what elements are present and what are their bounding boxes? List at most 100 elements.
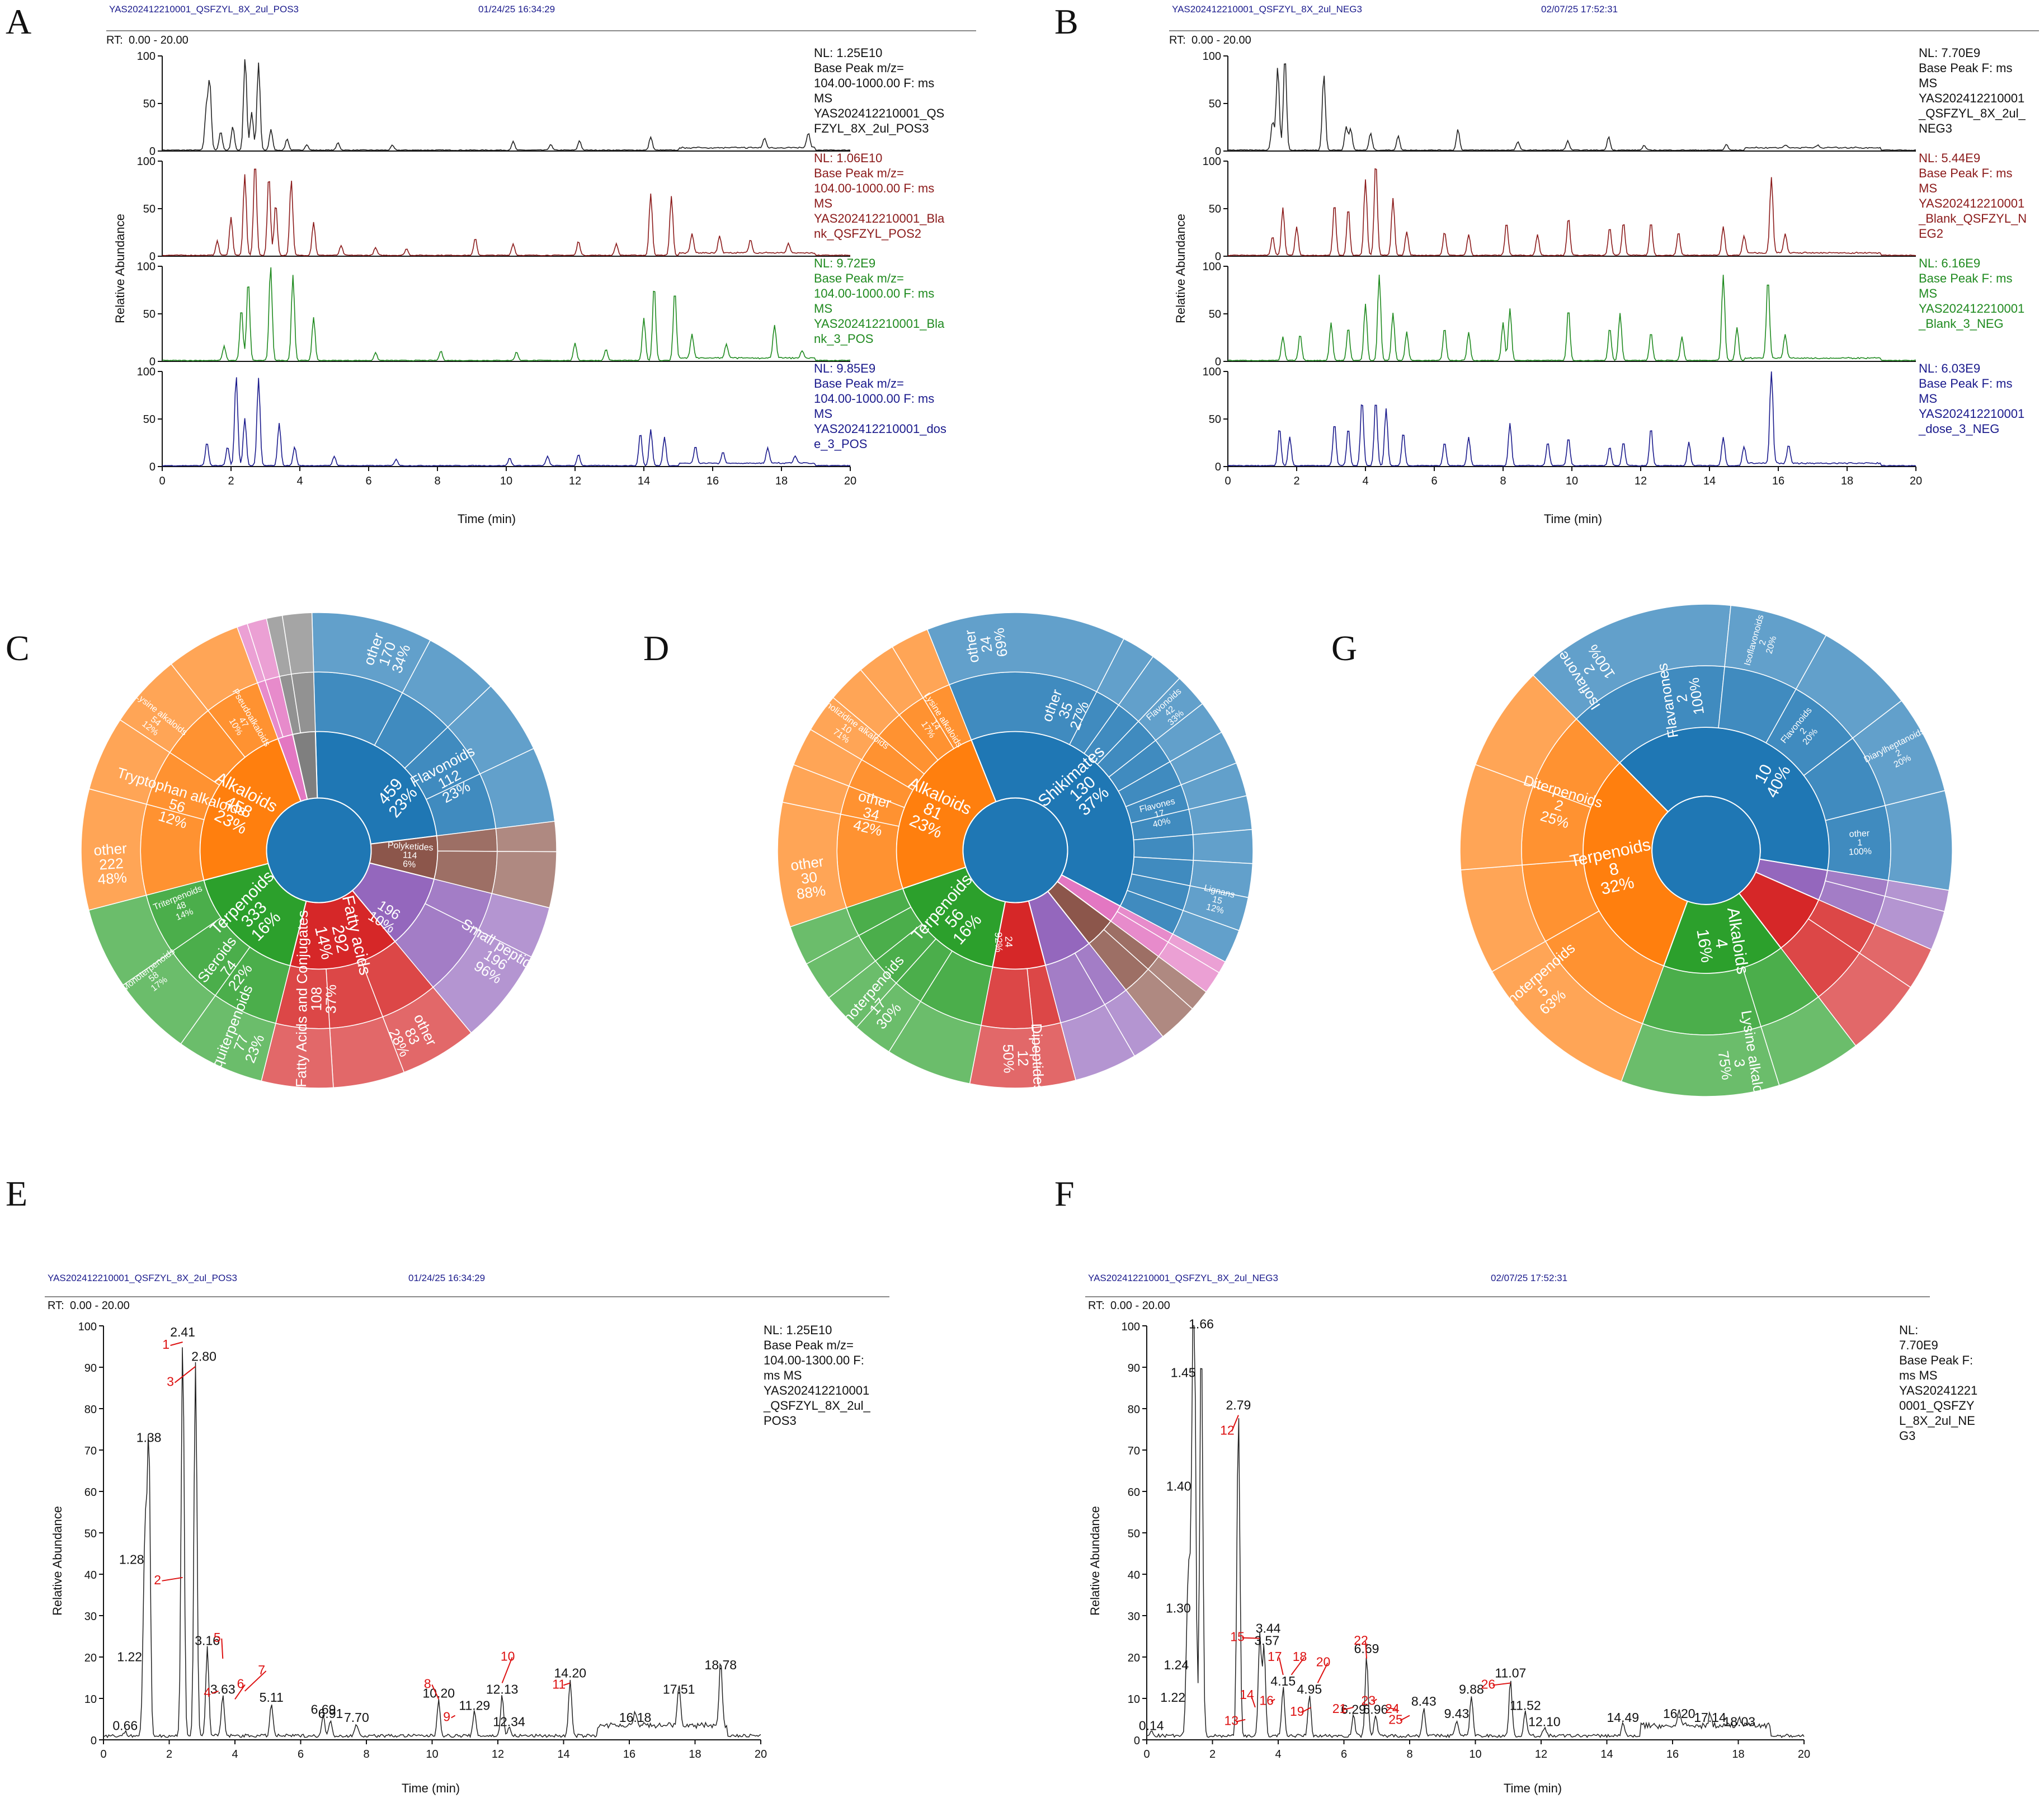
- trace-info-line: YAS202412210001: [1919, 196, 2024, 210]
- y-tick-label: 30: [84, 1611, 97, 1623]
- trace-info-line: MS: [1919, 181, 1937, 195]
- x-tick-label: 6: [1431, 475, 1437, 487]
- y-tick-label: 0: [1134, 1735, 1140, 1747]
- y-tick-label: 50: [1209, 203, 1221, 215]
- info-line: ms MS: [1899, 1368, 1937, 1382]
- info-line: 104.00-1300.00 F:: [764, 1353, 864, 1367]
- x-tick-label: 8: [434, 475, 440, 487]
- y-tick-label: 70: [1128, 1445, 1140, 1457]
- peak-rt-label: 0.66: [112, 1719, 138, 1733]
- sunburst-outer-label: other22248%: [93, 840, 129, 888]
- y-tick-label: 50: [1128, 1528, 1140, 1540]
- peak-rt-label: 7.70: [344, 1710, 369, 1725]
- y-tick-label: 100: [137, 156, 156, 168]
- peak-rt-label: 17.14: [1694, 1710, 1726, 1725]
- y-tick-label: 10: [1128, 1693, 1140, 1706]
- peak-rt-label: 18.78: [705, 1658, 737, 1672]
- panel-letter-e: E: [6, 1174, 27, 1213]
- panel-letter-d: D: [643, 628, 669, 668]
- peak-leader-line: [1365, 1641, 1368, 1659]
- peak-rt-label: 4.15: [1270, 1674, 1296, 1688]
- peak-rt-label: 16.20: [1663, 1706, 1696, 1721]
- panel-f-rt-value: 0.00 - 20.00: [1110, 1300, 1170, 1312]
- trace-info-line: NEG3: [1919, 121, 1952, 135]
- peak-rt-label: 1.30: [1166, 1601, 1191, 1615]
- y-tick-label: 60: [1128, 1486, 1140, 1499]
- trace-info-line: MS: [814, 196, 832, 210]
- info-line: Base Peak F:: [1899, 1353, 1973, 1367]
- panel-letter-g: G: [1331, 628, 1357, 668]
- y-tick-label: 60: [84, 1486, 97, 1499]
- peak-rt-label: 3.16: [195, 1633, 220, 1648]
- trace-info-line: 104.00-1000.00 F: ms: [814, 392, 934, 406]
- y-tick-label: 0: [149, 145, 156, 158]
- y-tick-label: 50: [143, 98, 156, 110]
- x-tick-label: 4: [1362, 475, 1368, 487]
- peak-rt-label: 6.91: [318, 1706, 343, 1721]
- peak-number-7: 7: [258, 1663, 265, 1677]
- y-tick-label: 90: [84, 1362, 97, 1375]
- trace-info-line: NL: 9.85E9: [814, 361, 875, 375]
- panel-c-sunburst: 45923%Polyketides1146%19610%Fatty acids2…: [81, 612, 557, 1093]
- peak-leader-line: [221, 1638, 224, 1659]
- peak-number-22: 22: [1354, 1633, 1368, 1648]
- sunburst-core: [266, 797, 372, 903]
- x-tick-label: 2: [166, 1748, 172, 1761]
- peak-leader-line: [1291, 1657, 1305, 1675]
- peak-rt-label: 3.63: [210, 1682, 236, 1696]
- chromatogram-line: [1147, 1325, 1805, 1739]
- panel-e-x-title: Time (min): [402, 1781, 460, 1795]
- info-line: G3: [1899, 1429, 1915, 1443]
- peak-leader-line: [563, 1682, 571, 1686]
- peak-rt-label: 9.88: [1459, 1682, 1484, 1696]
- trace-line-green: [1227, 275, 1916, 361]
- panel-e-rt-value: 0.00 - 20.00: [70, 1300, 130, 1312]
- peak-number-10: 10: [501, 1649, 515, 1663]
- x-tick-label: 16: [1772, 475, 1784, 487]
- trace-info-line: Base Peak F: ms: [1919, 271, 2013, 285]
- y-tick-label: 80: [1128, 1404, 1140, 1416]
- y-tick-label: 0: [149, 461, 156, 473]
- x-tick-label: 20: [1910, 475, 1922, 487]
- info-line: YAS202412210001: [764, 1383, 869, 1397]
- sunburst-inner-label: 2492%: [993, 931, 1015, 952]
- trace-info-line: Base Peak F: ms: [1919, 376, 2013, 390]
- panel-e-y-title: Relative Abundance: [50, 1506, 64, 1616]
- x-tick-label: 18: [1841, 475, 1853, 487]
- info-line: YAS20241221: [1899, 1383, 1977, 1397]
- panel-f-x-title: Time (min): [1504, 1781, 1562, 1795]
- peak-number-25: 25: [1388, 1712, 1403, 1726]
- peak-rt-label: 2.79: [1226, 1398, 1251, 1413]
- peak-number-20: 20: [1316, 1654, 1331, 1669]
- trace-info-line: Base Peak F: ms: [1919, 61, 2013, 75]
- y-tick-label: 50: [143, 308, 156, 321]
- x-tick-label: 8: [1406, 1748, 1412, 1761]
- peak-rt-label: 6.69: [311, 1702, 336, 1717]
- peak-rt-label: 6.96: [1363, 1702, 1388, 1717]
- trace-info-line: _QSFZYL_8X_2ul_: [1918, 106, 2026, 120]
- trace-info-line: Base Peak m/z=: [814, 376, 904, 390]
- trace-line-blue: [162, 377, 851, 467]
- panel-b-header-date: 02/07/25 17:52:31: [1541, 4, 1618, 15]
- x-tick-label: 10: [1469, 1748, 1481, 1761]
- x-tick-label: 10: [1566, 475, 1578, 487]
- panel-f-rt-label: RT:: [1088, 1300, 1105, 1312]
- info-line: Base Peak m/z=: [764, 1338, 854, 1352]
- peak-leader-line: [1236, 1719, 1246, 1722]
- peak-rt-label: 5.11: [260, 1690, 284, 1705]
- x-tick-label: 10: [500, 475, 512, 487]
- trace-info-line: _Blank_3_NEG: [1918, 317, 2004, 331]
- x-tick-label: 4: [1275, 1748, 1281, 1761]
- x-tick-label: 20: [1798, 1748, 1810, 1761]
- x-tick-label: 0: [100, 1748, 106, 1761]
- x-tick-label: 18: [689, 1748, 701, 1761]
- y-tick-label: 100: [1203, 261, 1221, 273]
- trace-info-line: MS: [814, 91, 832, 105]
- x-tick-label: 0: [1143, 1748, 1150, 1761]
- peak-leader-line: [1372, 1698, 1377, 1702]
- info-line: 7.70E9: [1899, 1338, 1938, 1352]
- peak-leader-line: [431, 1684, 440, 1700]
- panel-e-header-file: YAS202412210001_QSFZYL_8X_2ul_POS3: [48, 1273, 237, 1283]
- info-line: L_8X_2ul_NE: [1899, 1414, 1975, 1428]
